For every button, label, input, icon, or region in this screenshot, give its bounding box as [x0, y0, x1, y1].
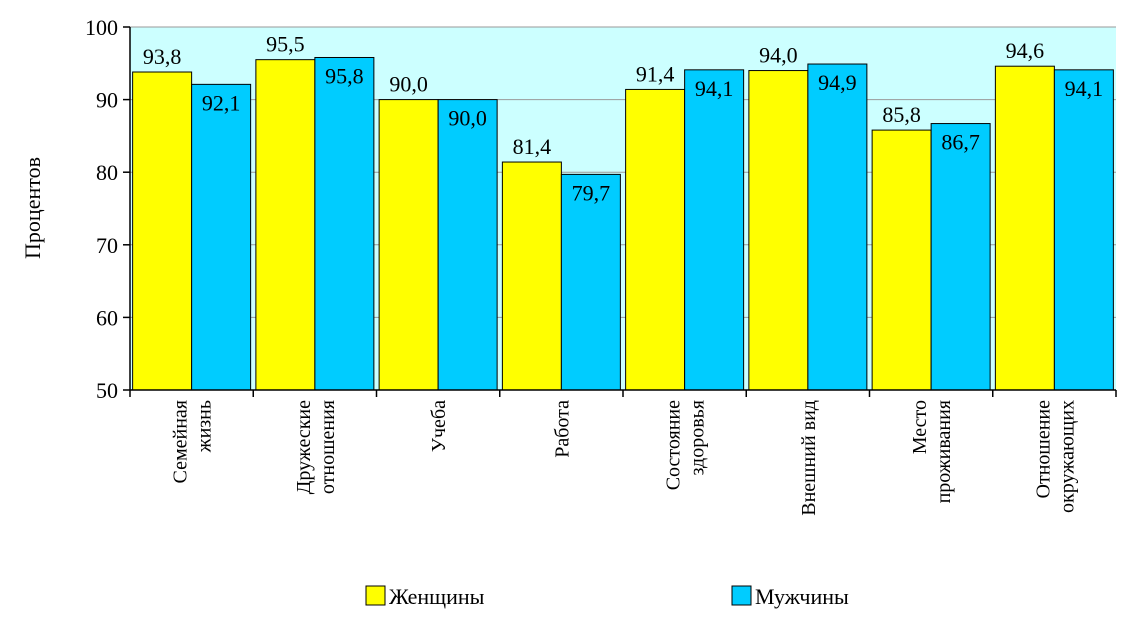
- value-label: 81,4: [513, 134, 552, 159]
- category-label-line: Семейная: [170, 400, 192, 483]
- value-labels: 93,8 92,1 95,5 95,8 90,0 90,0 81,4 79,7 91,4 94,1…: [143, 32, 1103, 206]
- value-label: 93,8: [143, 44, 182, 69]
- category-label-line: Учеба: [428, 400, 450, 452]
- category-label-line: Работа: [551, 400, 573, 458]
- category-label: Отношение окружающих: [1032, 400, 1078, 513]
- bar-women: [748, 70, 809, 391]
- category-label-line: Дружеские: [293, 400, 315, 494]
- bar-men: [684, 69, 745, 391]
- bar-men: [314, 56, 375, 391]
- value-label: 90,0: [389, 72, 428, 97]
- bar-men: [560, 173, 621, 391]
- bars: [132, 56, 1114, 391]
- bar-men: [930, 123, 991, 391]
- value-label: 92,1: [202, 90, 241, 115]
- category-label: Учеба: [428, 400, 450, 452]
- y-axis-label-group: Процентов: [20, 157, 45, 259]
- value-label: 95,8: [325, 63, 364, 88]
- bar-women: [871, 129, 932, 391]
- y-tick-label: 90: [96, 88, 118, 113]
- value-label: 94,6: [1006, 38, 1045, 63]
- value-label: 94,1: [1065, 76, 1104, 101]
- y-tick-label: 100: [85, 15, 118, 40]
- y-tick-label: 50: [96, 378, 118, 403]
- value-label: 95,5: [266, 32, 305, 57]
- value-label: 86,7: [941, 130, 980, 155]
- y-axis-label: Процентов: [20, 157, 45, 259]
- bar-women: [625, 88, 686, 391]
- bar-men: [807, 63, 868, 391]
- category-label-line: жизнь: [194, 400, 216, 453]
- bar-women: [378, 99, 439, 391]
- category-label-line: проживания: [933, 400, 955, 503]
- value-label: 85,8: [882, 102, 921, 127]
- category-label-line: Внешний вид: [798, 400, 820, 516]
- value-label: 91,4: [636, 61, 675, 86]
- legend-label: Женщины: [389, 584, 485, 609]
- legend-swatch: [731, 585, 752, 606]
- bar-women: [501, 161, 562, 391]
- bar-men: [191, 83, 252, 391]
- y-tick-label: 80: [96, 160, 118, 185]
- bar-women: [994, 65, 1055, 391]
- legend-swatch: [365, 585, 386, 606]
- category-label: Работа: [551, 400, 573, 458]
- bar-men: [1053, 69, 1114, 391]
- category-label: Дружеские отношения: [293, 400, 339, 494]
- bar-women: [255, 59, 316, 391]
- value-label: 94,9: [818, 70, 857, 95]
- category-label: Состояние здоровья: [663, 400, 709, 490]
- value-label: 94,1: [695, 76, 734, 101]
- y-tick-label: 70: [96, 233, 118, 258]
- category-label-line: окружающих: [1056, 400, 1078, 513]
- category-label: Внешний вид: [798, 400, 820, 516]
- bar-men: [437, 99, 498, 391]
- category-label: Место проживания: [909, 400, 955, 503]
- axes: [123, 26, 1117, 397]
- category-label-line: Состояние: [663, 400, 685, 490]
- value-label: 79,7: [572, 180, 611, 205]
- category-labels: Семейная жизнь Дружеские отношения Учеба Рабо…: [170, 400, 1079, 516]
- legend: Женщины Мужчины: [365, 584, 849, 609]
- category-label-line: здоровья: [687, 400, 709, 475]
- bar-women: [132, 71, 193, 391]
- category-label: Семейная жизнь: [170, 400, 216, 483]
- category-label-line: Отношение: [1032, 400, 1054, 499]
- value-label: 90,0: [448, 106, 487, 131]
- y-tick-labels: 50 60 70 80 90 100: [85, 15, 118, 403]
- legend-label: Мужчины: [755, 584, 849, 609]
- category-label-line: отношения: [317, 400, 339, 494]
- category-label-line: Место: [909, 400, 931, 454]
- value-label: 94,0: [759, 43, 798, 68]
- y-tick-label: 60: [96, 305, 118, 330]
